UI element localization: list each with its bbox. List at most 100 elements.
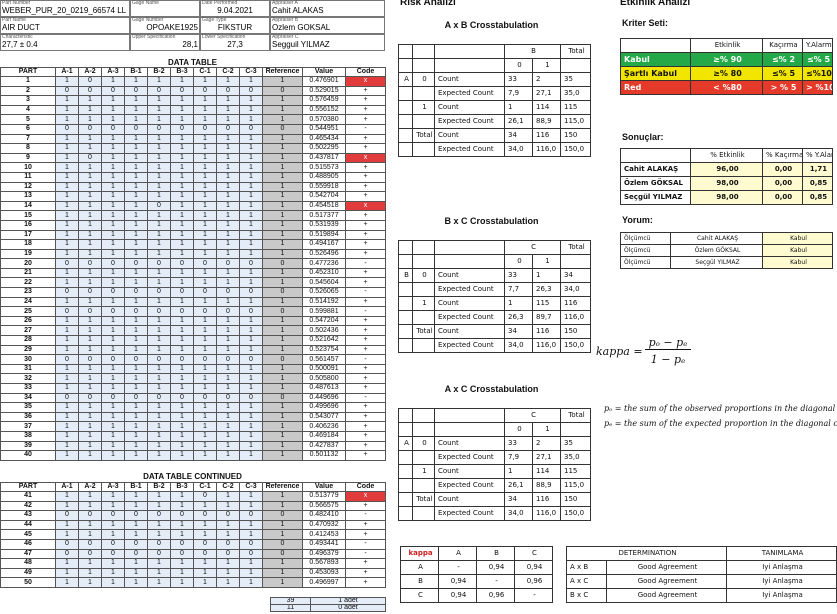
table-row: 49 1 1 1 1 1 1 1 1 1 1 0.453093 + bbox=[0, 567, 386, 579]
cell: ≤% 2 bbox=[762, 52, 803, 67]
data-cell: 1 bbox=[147, 152, 171, 164]
data-cell: 0 bbox=[170, 538, 194, 550]
data-cell: 1 bbox=[124, 411, 148, 423]
data-cell: 0 bbox=[78, 510, 102, 521]
data-cell: 1 bbox=[147, 383, 171, 394]
data-cell: 1 bbox=[170, 519, 194, 531]
cell: Good Agreement bbox=[606, 588, 727, 603]
data-cell: 1 bbox=[55, 440, 79, 452]
header-box bbox=[130, 34, 200, 51]
comment-label: Yorum: bbox=[622, 215, 653, 225]
data-cell: 43 bbox=[0, 510, 56, 521]
data-cell: + bbox=[345, 558, 386, 569]
data-cell: 1 bbox=[216, 577, 240, 588]
cell: Count bbox=[434, 128, 505, 143]
data-cell: 1 bbox=[262, 162, 303, 173]
data-cell: 0.529015 bbox=[302, 85, 346, 97]
cell bbox=[412, 44, 435, 59]
data-cell: 1 bbox=[101, 519, 125, 531]
cell: Iyi Anlaşma bbox=[726, 588, 837, 603]
cell bbox=[398, 492, 413, 507]
data-cell: 1 bbox=[262, 491, 303, 502]
data-cell: 1 bbox=[55, 114, 79, 125]
data-cell: x bbox=[345, 200, 386, 212]
data-cell: 24 bbox=[0, 296, 56, 308]
data-cell: 1 bbox=[262, 239, 303, 250]
table-row: B 0,94-0,96 bbox=[400, 574, 553, 589]
formula-denominator: 1 − pₑ bbox=[650, 353, 686, 366]
data-cell: 1 bbox=[124, 191, 148, 202]
cell: A bbox=[398, 72, 413, 87]
data-cell: 1 bbox=[55, 191, 79, 202]
data-cell: 34 bbox=[0, 392, 56, 404]
data-cell: 0 bbox=[101, 287, 125, 298]
data-cell: 1 bbox=[262, 133, 303, 145]
data-cell: 1 bbox=[101, 76, 125, 87]
data-cell: 0 bbox=[78, 354, 102, 365]
data-cell: 29 bbox=[0, 344, 56, 356]
data-cell: 1 bbox=[239, 577, 263, 588]
data-cell: 1 bbox=[55, 363, 79, 375]
column-header: C-2 bbox=[216, 67, 240, 77]
data-cell: 1 bbox=[170, 567, 194, 579]
data-cell: 1 bbox=[262, 411, 303, 423]
cell bbox=[398, 58, 413, 73]
data-cell: 1 bbox=[193, 248, 217, 260]
count-cell: 35 bbox=[560, 436, 592, 451]
data-cell: 0 bbox=[147, 548, 171, 560]
data-cell: 38 bbox=[0, 430, 56, 442]
column-header: Value bbox=[302, 482, 346, 492]
data-cell: 1 bbox=[170, 430, 194, 442]
cell bbox=[412, 240, 435, 255]
table-row: 42 1 1 1 1 1 1 1 1 1 1 0.566575 + bbox=[0, 500, 386, 512]
data-cell: - bbox=[345, 548, 386, 560]
data-cell: 1 bbox=[262, 421, 303, 432]
data-cell: 0 bbox=[78, 85, 102, 97]
count-cell: 116 bbox=[532, 128, 561, 143]
cell: Total bbox=[560, 240, 592, 255]
data-cell: 0 bbox=[193, 548, 217, 560]
cell: Count bbox=[434, 296, 505, 311]
table-row: Expected Count 7,9 27,1 35,0 bbox=[398, 450, 592, 465]
data-cell: 1 bbox=[124, 567, 148, 579]
data-cell: 1 bbox=[101, 558, 125, 569]
table-row: Kabul ≥% 90 ≤% 2 ≤% 5 bbox=[620, 52, 833, 67]
data-cell: 1 bbox=[78, 267, 102, 279]
column-header: C-3 bbox=[239, 67, 263, 77]
data-cell: 1 bbox=[216, 440, 240, 452]
cell bbox=[412, 58, 435, 73]
data-cell: 1 bbox=[78, 491, 102, 502]
data-cell: 1 bbox=[55, 229, 79, 241]
cell: Kabul bbox=[762, 244, 833, 257]
data-cell: 0.599881 bbox=[302, 306, 346, 317]
data-cell: 1 bbox=[216, 411, 240, 423]
expected-cell: 7,9 bbox=[504, 450, 533, 465]
cell bbox=[398, 506, 413, 521]
determination-table: DETERMINATION TANIMLAMA A x B Good Agreemen… bbox=[566, 546, 837, 603]
cell bbox=[434, 58, 505, 73]
cell: Y.Alarm bbox=[802, 38, 833, 53]
cell: Etkinlik bbox=[690, 38, 763, 53]
data-cell: 39 bbox=[0, 440, 56, 452]
cell: Expected Count bbox=[434, 338, 505, 353]
data-cell: 1 bbox=[78, 450, 102, 461]
data-cell: 6 bbox=[0, 123, 56, 135]
cell bbox=[412, 450, 435, 465]
column-header: A-3 bbox=[101, 67, 125, 77]
cell: Ölçümcü bbox=[620, 256, 671, 269]
data-cell: 1 bbox=[101, 143, 125, 154]
data-cell: 1 bbox=[55, 402, 79, 413]
table-title: DATA TABLE bbox=[167, 58, 218, 67]
data-cell: 1 bbox=[216, 373, 240, 384]
data-cell: - bbox=[345, 538, 386, 550]
cell: TANIMLAMA bbox=[726, 546, 837, 561]
data-cell: 1 bbox=[193, 152, 217, 164]
data-cell: 1 bbox=[170, 335, 194, 346]
data-cell: + bbox=[345, 529, 386, 540]
data-cell: 1 bbox=[55, 577, 79, 588]
data-cell: 1 bbox=[78, 114, 102, 125]
data-cell: 1 bbox=[262, 267, 303, 279]
column-header: A-1 bbox=[55, 67, 79, 77]
data-cell: 1 bbox=[124, 152, 148, 164]
cell: ≤% 5 bbox=[762, 66, 803, 81]
